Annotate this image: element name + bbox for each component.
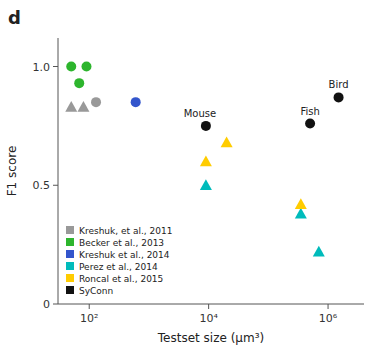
x-tick bbox=[208, 304, 209, 309]
legend-swatch bbox=[66, 250, 74, 258]
point bbox=[221, 137, 233, 148]
point bbox=[200, 179, 212, 190]
x-tick bbox=[89, 304, 90, 309]
y-tick bbox=[53, 185, 58, 186]
point bbox=[77, 101, 89, 112]
y-tick-label: 0 bbox=[43, 298, 50, 311]
point bbox=[81, 62, 91, 72]
x-tick bbox=[328, 304, 329, 309]
point bbox=[295, 208, 307, 219]
point bbox=[295, 198, 307, 209]
point-label: Fish bbox=[300, 106, 319, 117]
point bbox=[201, 121, 211, 131]
x-tick-label: 10² bbox=[80, 312, 98, 325]
legend-label: Perez et al., 2014 bbox=[79, 262, 158, 272]
point-labels: Mouse Fish Bird bbox=[184, 79, 349, 119]
point bbox=[131, 97, 141, 107]
legend-swatch bbox=[66, 238, 74, 246]
legend-swatch bbox=[66, 262, 74, 270]
point bbox=[91, 97, 101, 107]
y-axis-line bbox=[58, 38, 59, 304]
legend-swatch bbox=[66, 226, 74, 234]
point-label: Bird bbox=[329, 79, 349, 90]
legend-swatch bbox=[66, 286, 74, 294]
point bbox=[74, 78, 84, 88]
axes: 10² 10⁴ 10⁶ 0 0.5 1.0 bbox=[33, 38, 365, 325]
point bbox=[66, 62, 76, 72]
marks bbox=[65, 62, 343, 257]
x-tick-label: 10⁴ bbox=[199, 312, 218, 325]
legend-label: Kreshuk et al., 2014 bbox=[79, 250, 170, 260]
legend-label: Roncal et al., 2015 bbox=[79, 274, 163, 284]
y-tick-label: 1.0 bbox=[33, 61, 51, 74]
y-tick bbox=[53, 66, 58, 67]
legend: Kreshuk, et al., 2011 Becker et al., 2013… bbox=[66, 226, 172, 296]
legend-swatch bbox=[66, 274, 74, 282]
x-axis-label: Testset size (μm³) bbox=[157, 331, 264, 345]
point-label: Mouse bbox=[184, 108, 216, 119]
chart: d 10² 10⁴ 10⁶ 0 0.5 1.0 Testset size (μm³) F1 sc… bbox=[0, 0, 380, 352]
x-axis-line bbox=[58, 304, 364, 305]
legend-label: Becker et al., 2013 bbox=[79, 238, 164, 248]
point bbox=[334, 92, 344, 102]
point bbox=[65, 101, 77, 112]
point bbox=[305, 119, 315, 129]
x-tick-label: 10⁶ bbox=[319, 312, 338, 325]
legend-label: SyConn bbox=[79, 286, 113, 296]
legend-label: Kreshuk, et al., 2011 bbox=[79, 226, 172, 236]
title: d bbox=[8, 7, 21, 28]
point bbox=[313, 246, 325, 257]
y-tick bbox=[53, 304, 58, 305]
point bbox=[200, 156, 212, 167]
y-axis-label: F1 score bbox=[5, 146, 19, 197]
y-tick-label: 0.5 bbox=[33, 179, 51, 192]
